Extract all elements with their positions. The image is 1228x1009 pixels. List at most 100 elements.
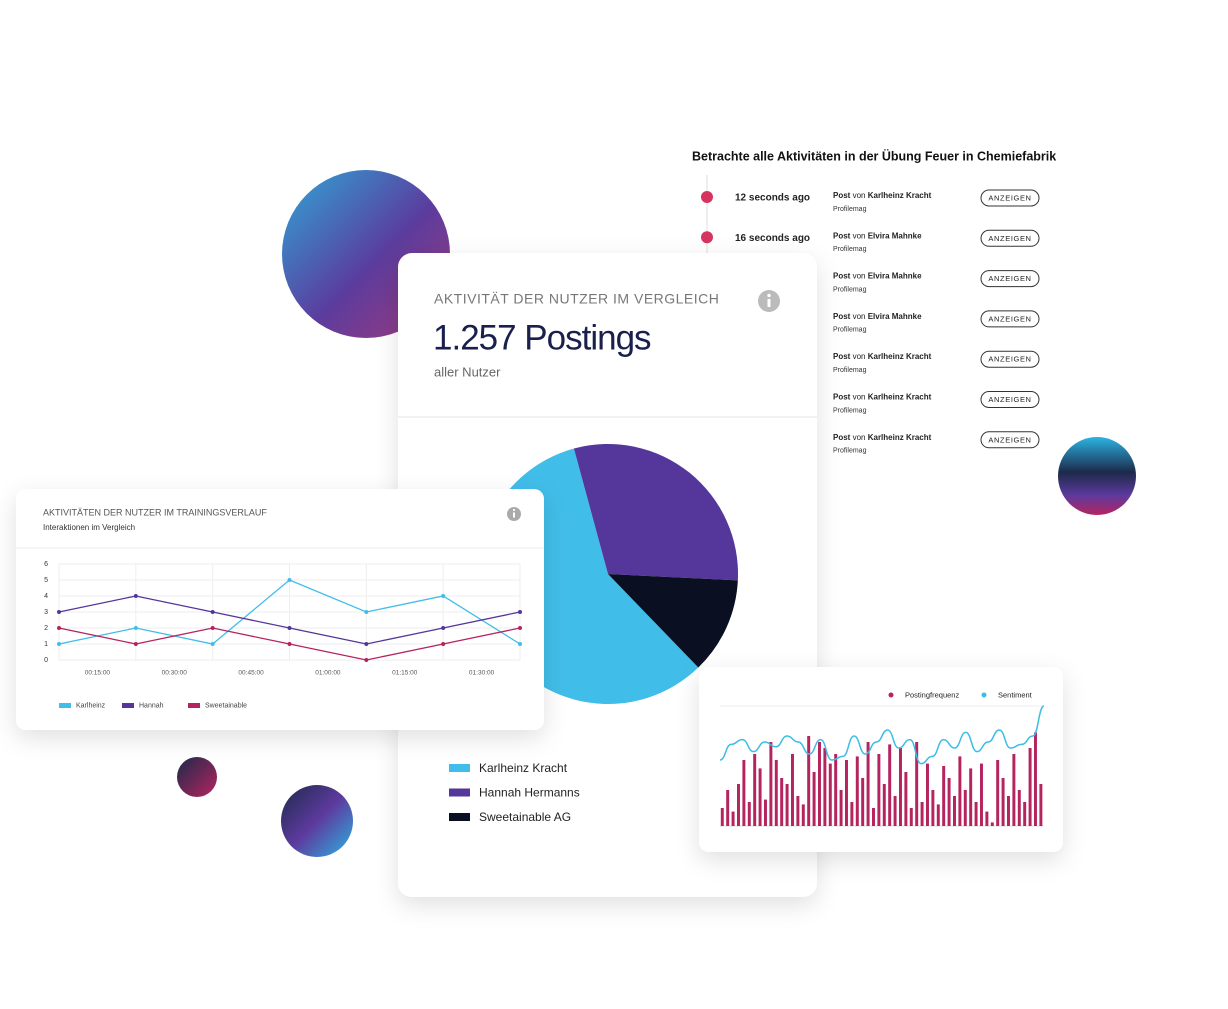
legend-swatch xyxy=(449,788,470,797)
line-point xyxy=(287,578,292,582)
button[interactable] xyxy=(980,310,1040,328)
time: 16 seconds ago xyxy=(735,233,810,244)
post-source: Profilemag xyxy=(833,327,867,334)
button[interactable] xyxy=(980,391,1040,408)
post-author: Karlheinz Kracht xyxy=(868,393,932,402)
bar xyxy=(769,742,773,826)
bar xyxy=(931,790,935,826)
post-line: Post von Elvira Mahnke xyxy=(833,231,922,240)
bar xyxy=(839,790,843,826)
legend-swatch xyxy=(449,813,470,821)
legend-label: Sweetainable xyxy=(205,702,247,709)
y-tick-label: 3 xyxy=(44,609,48,616)
info-icon-stem xyxy=(767,299,771,307)
button[interactable] xyxy=(980,229,1040,247)
line-point xyxy=(441,594,446,598)
bar xyxy=(812,772,816,826)
bar xyxy=(904,772,908,826)
line-point xyxy=(518,610,522,614)
post-line: Post von Karlheinz Kracht xyxy=(833,191,932,200)
bar xyxy=(969,768,973,826)
x-tick-label: 00:15:00 xyxy=(85,670,111,677)
line-point xyxy=(210,642,215,646)
legend-swatch xyxy=(122,703,134,708)
x-tick-label: 01:30:00 xyxy=(469,670,495,677)
legend-label: Karlheinz xyxy=(76,702,106,709)
bar xyxy=(990,822,994,826)
feed-title: Betrachte alle Aktivitäten in der Übung … xyxy=(692,148,1056,163)
bar xyxy=(828,763,832,826)
post-type: Post xyxy=(833,393,851,402)
bar xyxy=(791,754,794,826)
bar xyxy=(872,808,875,826)
bar xyxy=(818,742,821,826)
legend-label: Hannah Hermanns xyxy=(479,786,580,800)
line-card: AKTIVITÄTEN DER NUTZER IM TRAININGSVERLA… xyxy=(16,489,544,730)
bar xyxy=(963,790,967,826)
bar xyxy=(850,802,854,826)
bar xyxy=(909,808,913,826)
post-author: Elvira Mahnke xyxy=(868,231,922,240)
bar xyxy=(861,778,865,826)
post-type: Post xyxy=(833,312,851,321)
post-by: von xyxy=(853,433,866,442)
circle xyxy=(177,757,217,797)
card-title: AKTIVITÄT DER NUTZER IM VERGLEICH xyxy=(434,291,719,307)
bar xyxy=(1039,784,1043,826)
post-by: von xyxy=(853,312,866,321)
post-author: Elvira Mahnke xyxy=(868,312,922,321)
subtitle: aller Nutzer xyxy=(434,364,501,379)
bar xyxy=(807,736,811,826)
bar xyxy=(1028,748,1032,826)
bar xyxy=(953,796,956,826)
legend-label: Karlheinz Kracht xyxy=(479,761,568,775)
line-point xyxy=(364,642,369,646)
button[interactable] xyxy=(980,189,1040,207)
line-point xyxy=(133,594,138,598)
bar xyxy=(774,760,778,826)
bar-card: Postingfrequenz Sentiment xyxy=(699,667,1063,852)
post-source: Profilemag xyxy=(833,286,867,293)
post-line: Post von Karlheinz Kracht xyxy=(833,352,932,361)
line-point xyxy=(57,642,61,646)
bar xyxy=(1012,754,1016,826)
post-by: von xyxy=(853,191,866,200)
bar xyxy=(780,778,784,826)
bar xyxy=(915,742,919,826)
sentiment-line xyxy=(719,705,1045,765)
post-author: Elvira Mahnke xyxy=(868,272,922,281)
button[interactable] xyxy=(980,431,1040,449)
post-type: Post xyxy=(833,352,851,361)
post-type: Post xyxy=(833,433,851,442)
post-source: Profilemag xyxy=(833,206,867,213)
bar xyxy=(985,811,989,826)
line-point xyxy=(57,626,61,630)
post-by: von xyxy=(853,352,866,361)
x-tick-label: 00:30:00 xyxy=(162,670,188,677)
card-title: AKTIVITÄTEN DER NUTZER IM TRAININGSVERLA… xyxy=(43,507,267,517)
bar xyxy=(747,802,751,826)
legend-label: Sentiment xyxy=(998,690,1033,699)
post-by: von xyxy=(853,231,866,240)
bar xyxy=(796,796,800,826)
bar xyxy=(866,742,870,826)
bar xyxy=(764,799,767,826)
bar xyxy=(893,796,897,826)
bar xyxy=(899,748,902,826)
circle xyxy=(281,785,353,857)
line-point xyxy=(518,626,522,630)
line-point xyxy=(518,642,522,646)
button[interactable] xyxy=(980,350,1040,368)
button[interactable] xyxy=(980,270,1040,288)
x-tick-label: 01:00:00 xyxy=(315,670,341,677)
pie-slice xyxy=(608,574,738,668)
post-by: von xyxy=(853,272,866,281)
legend-label: Postingfrequenz xyxy=(905,690,959,699)
y-tick-label: 4 xyxy=(44,593,48,600)
y-tick-label: 2 xyxy=(44,625,48,632)
bar xyxy=(834,754,838,826)
bar xyxy=(936,804,940,826)
x-tick-label: 01:15:00 xyxy=(392,670,418,677)
post-line: Post von Elvira Mahnke xyxy=(833,272,922,281)
y-tick-label: 1 xyxy=(44,641,48,648)
